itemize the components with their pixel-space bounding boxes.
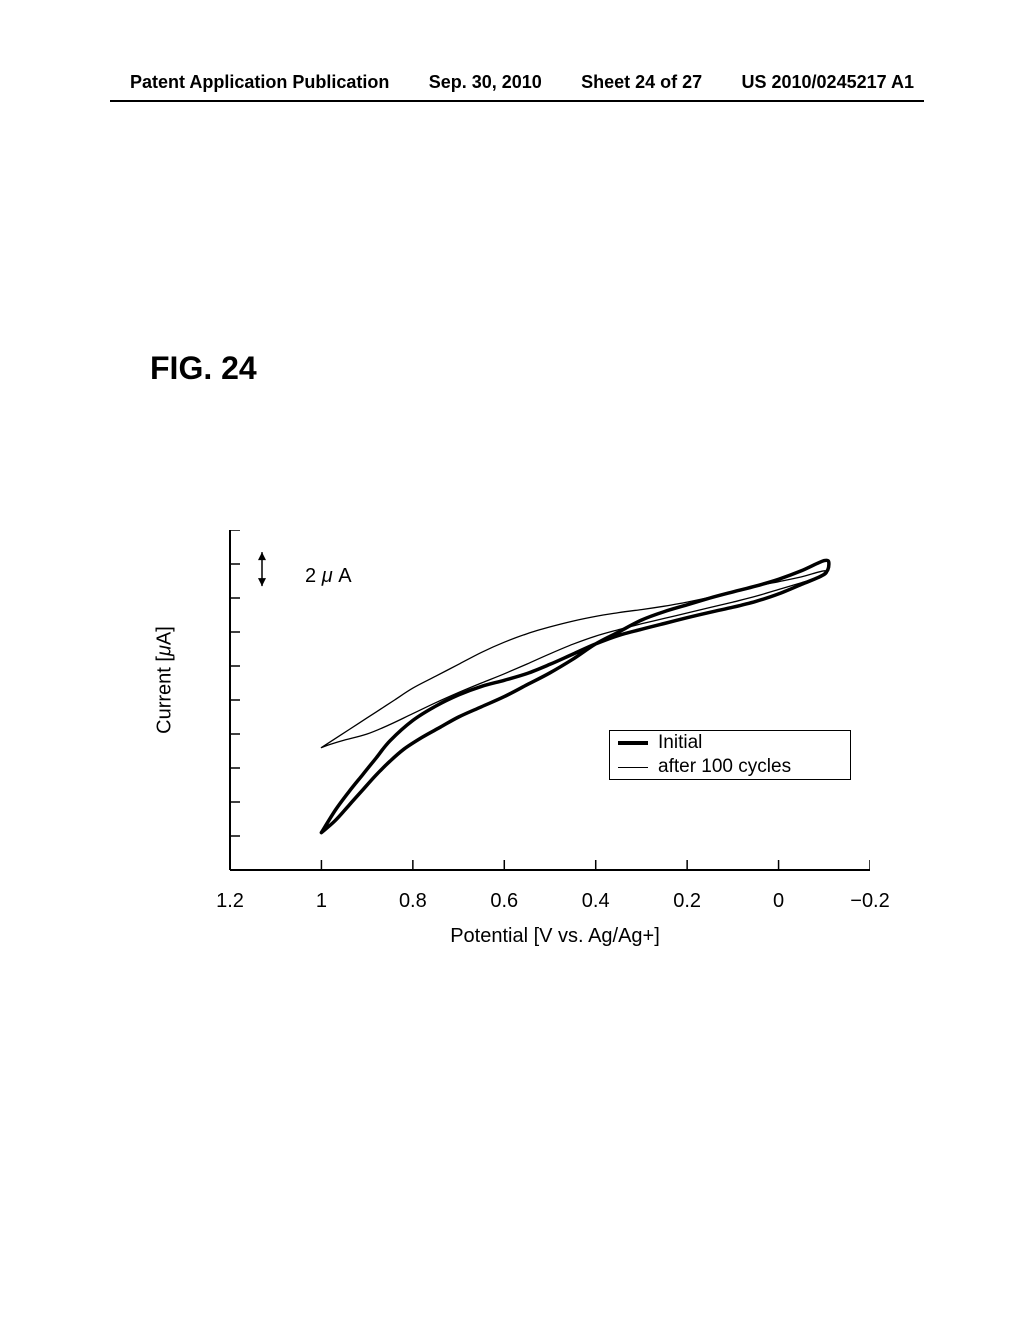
cv-chart: [170, 530, 870, 950]
header-sheet: Sheet 24 of 27: [581, 72, 702, 93]
header-pubno: US 2010/0245217 A1: [742, 72, 914, 93]
page: Patent Application Publication Sep. 30, …: [0, 0, 1024, 1320]
series-initial: [321, 560, 829, 832]
header-date: Sep. 30, 2010: [429, 72, 542, 93]
header-left: Patent Application Publication: [130, 72, 389, 93]
figure-label: FIG. 24: [150, 350, 257, 387]
header-rule: [110, 100, 924, 102]
page-header: Patent Application Publication Sep. 30, …: [0, 72, 1024, 93]
